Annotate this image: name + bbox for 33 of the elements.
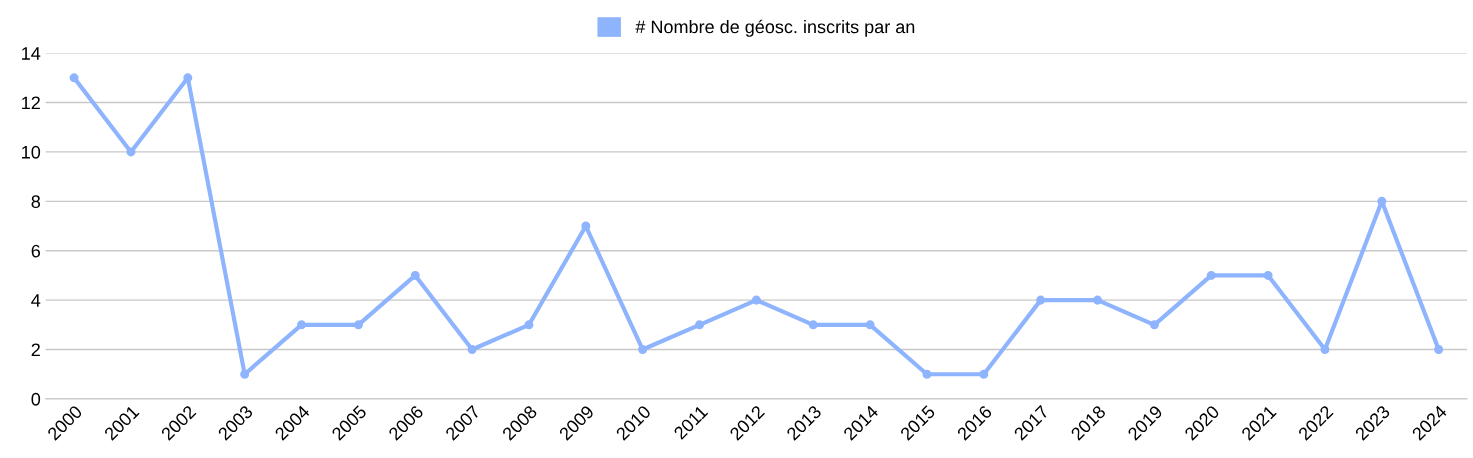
y-tick-label: 0 (31, 392, 41, 406)
point (297, 320, 307, 330)
y-tick-label: 2 (31, 343, 40, 357)
point (922, 369, 932, 379)
legend-label: # Nombre de géosc. inscrits par an (635, 19, 915, 37)
point (1377, 196, 1387, 206)
point (808, 320, 818, 330)
point (183, 73, 193, 83)
point (695, 320, 705, 330)
point (1093, 295, 1103, 305)
point (1434, 345, 1444, 355)
point (353, 320, 363, 330)
point (1149, 320, 1159, 330)
point (1263, 270, 1273, 280)
y-tick-label: 4 (31, 294, 41, 307)
point (1320, 345, 1330, 355)
y-tick-label: 8 (31, 195, 41, 209)
point (865, 320, 875, 330)
point (638, 345, 648, 355)
y-tick-label: 12 (22, 96, 40, 110)
point (524, 320, 534, 330)
point (410, 270, 420, 280)
point (1206, 270, 1216, 280)
point (467, 345, 477, 355)
y-tick-label: 6 (31, 244, 41, 258)
y-tick-label: 14 (22, 47, 41, 60)
point (240, 369, 250, 379)
point (979, 369, 989, 379)
point (126, 147, 136, 157)
point (69, 73, 79, 83)
y-tick-label: 10 (22, 145, 41, 159)
point (1036, 295, 1046, 305)
point (751, 295, 761, 305)
